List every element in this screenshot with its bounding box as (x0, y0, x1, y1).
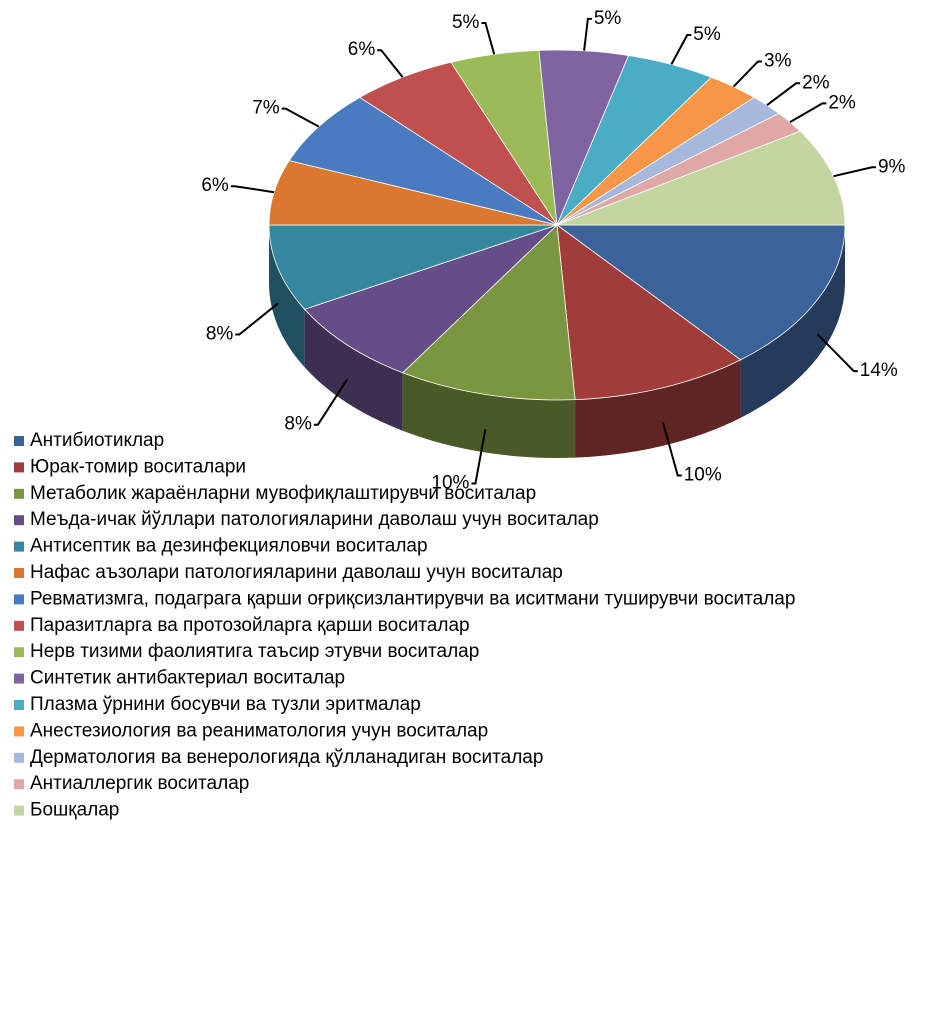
legend-swatch (14, 462, 24, 473)
legend-label: Паразитларга ва протозойларга қарши воси… (30, 615, 470, 636)
slice (401, 224, 576, 401)
leader-line (583, 17, 592, 51)
legend-label: Антиаллергик воситалар (30, 773, 249, 794)
legend-label: Нафас аъзолари патологияларини даволаш у… (30, 562, 563, 583)
leader-line (313, 379, 348, 426)
slice (556, 130, 846, 226)
data-label: 8% (206, 323, 234, 344)
leader-line (833, 166, 876, 178)
legend-label: Метаболик жараёнларни мувофиқлаштирувчи … (30, 483, 536, 504)
data-label: 8% (284, 414, 312, 435)
legend-label: Антибиотиклар (30, 430, 164, 451)
slice (268, 224, 558, 310)
slice-side (575, 359, 741, 458)
data-label: 2% (802, 72, 830, 93)
legend-swatch (14, 752, 24, 763)
legend-swatch (14, 673, 24, 684)
data-label: 10% (684, 464, 722, 485)
slice (303, 224, 558, 374)
slice-side (740, 225, 846, 418)
leader-line (670, 34, 692, 65)
data-label: 5% (594, 8, 622, 29)
leader-line (235, 302, 279, 336)
data-label: 6% (201, 175, 229, 196)
data-label: 2% (828, 92, 856, 113)
leader-line (732, 60, 763, 88)
slice (556, 224, 742, 401)
legend-swatch (14, 620, 24, 631)
data-label: 9% (878, 156, 906, 177)
leader-line (481, 21, 496, 55)
slice (555, 224, 846, 361)
legend-label: Антисептик ва дезинфекцияловчи воситалар (30, 536, 428, 557)
leader-line (816, 333, 858, 373)
legend-label: Меъда-ичак йўллари патологияларини давол… (30, 509, 599, 530)
data-label: 7% (252, 98, 280, 119)
legend-label: Анестезиология ва реаниматология учун во… (30, 720, 488, 741)
legend-label: Нерв тизими фаолиятига таъсир этувчи вос… (30, 641, 479, 662)
leader-line (471, 429, 487, 485)
legend-swatch (14, 488, 24, 499)
legend-label: Плазма ўрнини босувчи ва тузли эритмалар (30, 694, 421, 715)
legend-swatch (14, 541, 24, 552)
legend-label: Дерматология ва венерологияда қўлланадиг… (30, 747, 543, 768)
leader-line (766, 82, 801, 107)
legend-swatch (14, 805, 24, 816)
leader-line (230, 185, 275, 194)
data-label: 14% (860, 360, 898, 381)
legend-swatch (14, 779, 24, 790)
data-label: 6% (348, 39, 376, 60)
leader-line (281, 107, 320, 128)
legend-swatch (14, 568, 24, 578)
legend-label: Бошқалар (30, 800, 119, 821)
legend-label: Юрак-томир воситалари (30, 456, 246, 477)
data-label: 5% (693, 24, 721, 45)
legend-swatch (14, 436, 24, 446)
legend-swatch (14, 700, 24, 710)
legend-swatch (14, 515, 24, 526)
legend-label: Синтетик антибактериал воситалар (30, 668, 345, 689)
data-label: 5% (452, 12, 480, 33)
legend-label: Ревматизмга, подаграга қарши оғриқсизлан… (30, 588, 795, 609)
slice-side (402, 372, 576, 458)
data-label: 10% (431, 473, 469, 494)
leader-line (662, 422, 682, 477)
legend-swatch (14, 647, 24, 658)
data-label: 3% (764, 50, 792, 71)
slice-side (304, 309, 403, 431)
leader-line (377, 49, 404, 78)
legend-swatch (14, 594, 24, 605)
legend-swatch (14, 726, 24, 737)
slice (288, 96, 558, 226)
slice-side (269, 225, 305, 368)
leader-line (789, 102, 827, 124)
